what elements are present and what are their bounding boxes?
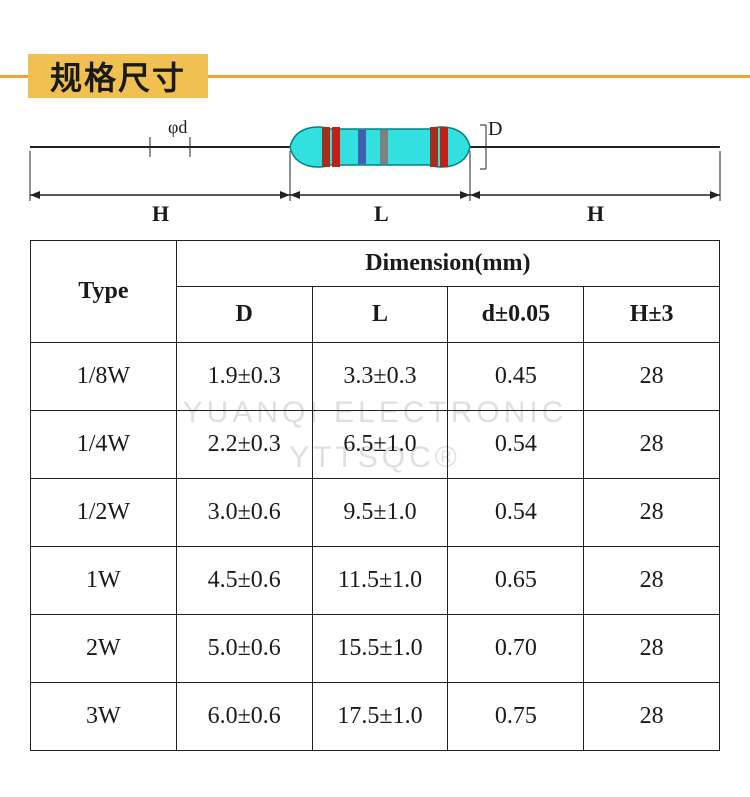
- cell-value: 0.54: [448, 479, 584, 547]
- cell-value: 0.54: [448, 411, 584, 479]
- header-col-1: L: [312, 287, 448, 343]
- table-row: 1/2W3.0±0.69.5±1.00.5428: [31, 479, 720, 547]
- cell-type: 1/4W: [31, 411, 177, 479]
- cell-value: 4.5±0.6: [176, 547, 312, 615]
- cell-value: 17.5±1.0: [312, 683, 448, 751]
- cell-value: 0.75: [448, 683, 584, 751]
- svg-text:H: H: [587, 201, 604, 222]
- cell-value: 28: [584, 411, 720, 479]
- cell-value: 5.0±0.6: [176, 615, 312, 683]
- table-row: 1W4.5±0.611.5±1.00.6528: [31, 547, 720, 615]
- svg-text:φd: φd: [168, 117, 187, 137]
- cell-value: 0.70: [448, 615, 584, 683]
- cell-type: 1/2W: [31, 479, 177, 547]
- cell-value: 1.9±0.3: [176, 343, 312, 411]
- cell-value: 3.0±0.6: [176, 479, 312, 547]
- cell-value: 28: [584, 683, 720, 751]
- table-row: 2W5.0±0.615.5±1.00.7028: [31, 615, 720, 683]
- cell-value: 2.2±0.3: [176, 411, 312, 479]
- cell-value: 6.0±0.6: [176, 683, 312, 751]
- cell-type: 1/8W: [31, 343, 177, 411]
- svg-text:H: H: [152, 201, 169, 222]
- title-accent-right: [208, 75, 750, 78]
- table-row: 1/4W2.2±0.36.5±1.00.5428: [31, 411, 720, 479]
- svg-text:L: L: [374, 201, 389, 222]
- header-type: Type: [31, 241, 177, 343]
- cell-type: 1W: [31, 547, 177, 615]
- svg-text:D: D: [488, 118, 502, 140]
- title-text: 规格尺寸: [50, 53, 186, 99]
- title-accent-left: [0, 75, 28, 78]
- cell-value: 15.5±1.0: [312, 615, 448, 683]
- cell-value: 3.3±0.3: [312, 343, 448, 411]
- cell-value: 28: [584, 547, 720, 615]
- resistor-diagram: φd D H L H: [20, 112, 730, 222]
- title-box: 规格尺寸: [28, 54, 208, 98]
- cell-type: 3W: [31, 683, 177, 751]
- cell-value: 6.5±1.0: [312, 411, 448, 479]
- header-dimension: Dimension(mm): [176, 241, 719, 287]
- table-row: 3W6.0±0.617.5±1.00.7528: [31, 683, 720, 751]
- cell-value: 28: [584, 343, 720, 411]
- cell-value: 0.45: [448, 343, 584, 411]
- header-col-0: D: [176, 287, 312, 343]
- cell-value: 0.65: [448, 547, 584, 615]
- table-row: 1/8W1.9±0.33.3±0.30.4528: [31, 343, 720, 411]
- header-col-2: d±0.05: [448, 287, 584, 343]
- cell-value: 28: [584, 615, 720, 683]
- header-col-3: H±3: [584, 287, 720, 343]
- cell-value: 11.5±1.0: [312, 547, 448, 615]
- cell-value: 28: [584, 479, 720, 547]
- cell-type: 2W: [31, 615, 177, 683]
- dimension-table: Type Dimension(mm) DLd±0.05H±3 1/8W1.9±0…: [30, 240, 720, 751]
- title-bar: 规格尺寸: [0, 54, 750, 98]
- cell-value: 9.5±1.0: [312, 479, 448, 547]
